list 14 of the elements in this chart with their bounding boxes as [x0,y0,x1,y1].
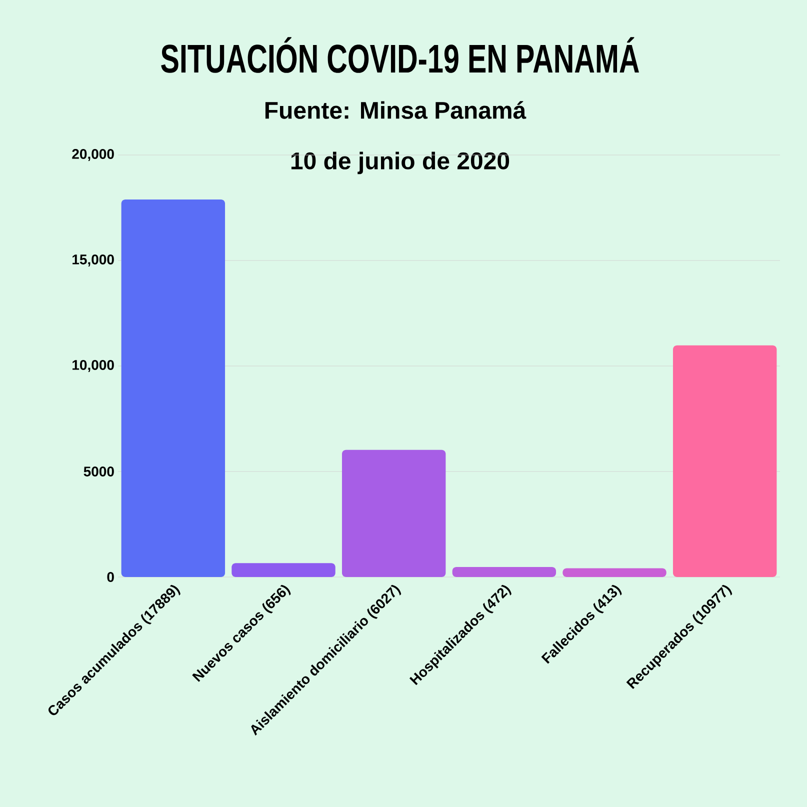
y-tick-label: 20,000 [72,149,114,161]
annotation: 10 de junio de 2020 [291,152,510,174]
y-tick-label: 0 [107,572,114,582]
y-tick-label: 5000 [84,466,114,476]
chart-subtitle: Fuente: Minsa Panamá [265,101,526,119]
chart-title: SITUACIÓN COVID-19 EN PANAMÁ [161,37,639,73]
bar [342,450,446,577]
bar [562,568,666,577]
bar [121,200,226,577]
bar [452,567,556,577]
y-tick-label: 10,000 [72,360,114,372]
bar [232,563,336,577]
bar [672,345,777,577]
y-tick-label: 15,000 [72,254,114,266]
